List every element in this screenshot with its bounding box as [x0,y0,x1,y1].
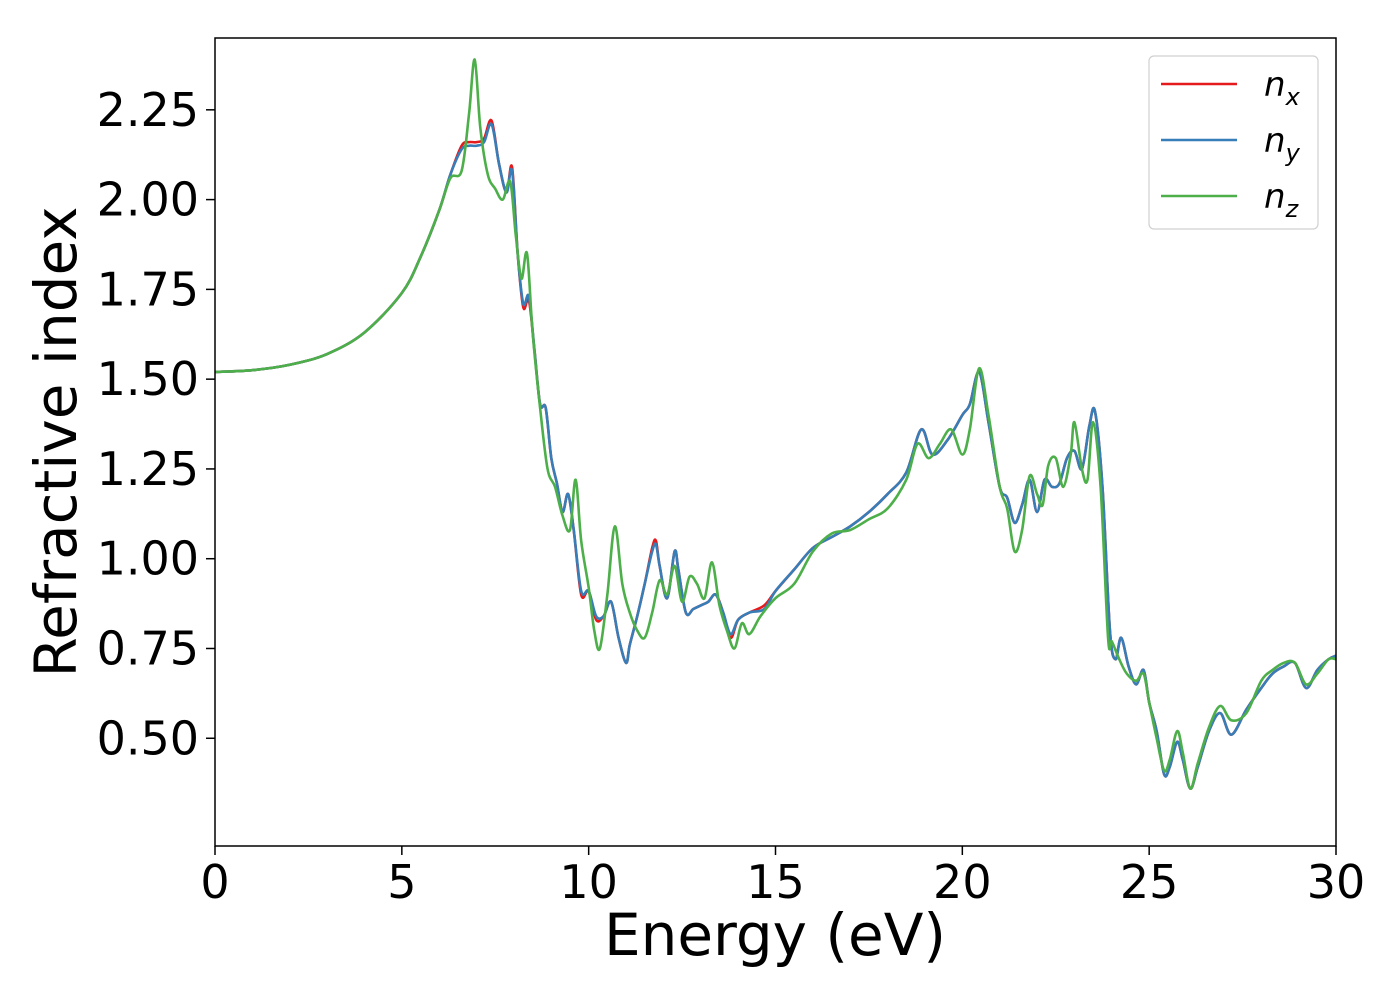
legend-box [1148,55,1319,230]
legend-label-ny: ny [1264,121,1301,167]
series-layer [215,58,1336,790]
x-tick-label: 5 [387,855,416,909]
y-tick-label: 1.75 [97,262,199,316]
y-axis-title: Refractive index [22,206,90,677]
y-tick-label: 1.00 [97,532,199,586]
y-tick-label: 1.25 [97,442,199,496]
y-tick-label: 1.50 [97,352,199,406]
x-tick-label: 30 [1307,855,1366,909]
series-line-ny [215,122,1336,790]
series-line-nz [215,58,1336,790]
x-tick-label: 10 [559,855,618,909]
legend-label-nz: nz [1264,177,1300,223]
x-tick-label: 25 [1120,855,1179,909]
x-tick-label: 20 [933,855,992,909]
y-tick-label: 0.75 [97,621,199,675]
y-axis: 0.50 0.75 1.00 1.25 1.50 1.75 2.00 2.25 [97,83,215,765]
legend-label-nx: nx [1264,65,1301,111]
x-axis: 0 5 10 15 20 25 30 [200,846,1365,909]
x-tick-label: 0 [200,855,229,909]
legend: nx ny nz [1148,55,1319,230]
x-axis-title: Energy (eV) [604,901,946,969]
y-tick-label: 0.50 [97,711,199,765]
x-tick-label: 15 [746,855,805,909]
y-tick-label: 2.25 [97,83,199,137]
y-tick-label: 2.00 [97,173,199,227]
